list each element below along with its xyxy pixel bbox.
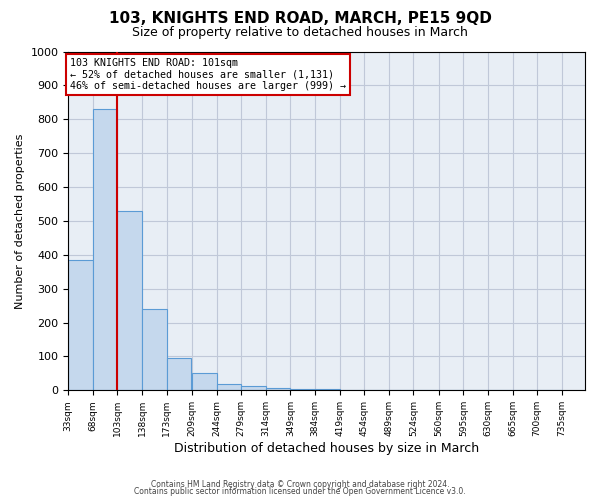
Bar xyxy=(217,384,241,390)
Bar xyxy=(167,358,191,390)
Text: Size of property relative to detached houses in March: Size of property relative to detached ho… xyxy=(132,26,468,39)
Bar xyxy=(118,211,142,390)
Bar xyxy=(266,388,290,390)
Text: 103, KNIGHTS END ROAD, MARCH, PE15 9QD: 103, KNIGHTS END ROAD, MARCH, PE15 9QD xyxy=(109,11,491,26)
Bar xyxy=(68,260,93,390)
Text: Contains public sector information licensed under the Open Government Licence v3: Contains public sector information licen… xyxy=(134,487,466,496)
Bar xyxy=(290,388,315,390)
Bar xyxy=(241,386,266,390)
Y-axis label: Number of detached properties: Number of detached properties xyxy=(15,133,25,308)
Bar xyxy=(192,374,217,390)
Bar xyxy=(142,309,167,390)
X-axis label: Distribution of detached houses by size in March: Distribution of detached houses by size … xyxy=(174,442,479,455)
Bar xyxy=(93,109,118,390)
Text: Contains HM Land Registry data © Crown copyright and database right 2024.: Contains HM Land Registry data © Crown c… xyxy=(151,480,449,489)
Text: 103 KNIGHTS END ROAD: 101sqm
← 52% of detached houses are smaller (1,131)
46% of: 103 KNIGHTS END ROAD: 101sqm ← 52% of de… xyxy=(70,58,346,92)
